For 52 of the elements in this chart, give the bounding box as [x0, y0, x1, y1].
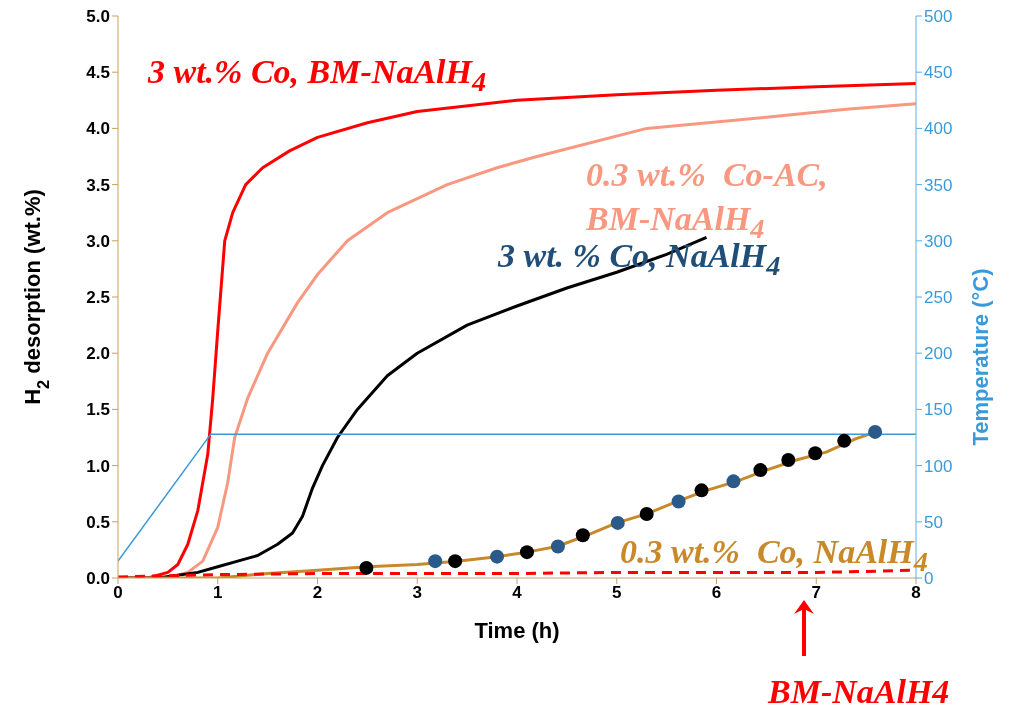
series-label: 3 wt.% Co, BM-NaAlH$_{4}$ — [148, 52, 487, 99]
point — [428, 554, 443, 569]
y-tick-label: 1.5 — [86, 400, 110, 420]
point — [753, 463, 768, 478]
point — [781, 452, 796, 467]
x-tick-label: 8 — [911, 583, 921, 603]
y-tick-label: 5.0 — [86, 7, 110, 27]
y-tick-label: 2.0 — [86, 344, 110, 364]
point — [519, 545, 534, 560]
y2-tick-label: 500 — [924, 7, 953, 27]
point — [575, 528, 590, 543]
point — [671, 494, 686, 509]
y-tick-label: 1.0 — [86, 456, 110, 476]
point — [726, 474, 741, 489]
y-tick-label: 2.5 — [86, 288, 110, 308]
x-tick-label: 0 — [113, 583, 123, 603]
y-tick-label: 3.5 — [86, 175, 110, 195]
y2-tick-label: 450 — [924, 63, 953, 83]
point — [868, 424, 883, 439]
y2-tick-label: 0 — [924, 569, 934, 589]
y2-tick-label: 400 — [924, 119, 953, 139]
y2-tick-label: 350 — [924, 175, 953, 195]
y2-tick-label: 300 — [924, 231, 953, 251]
y2-tick-label: 200 — [924, 344, 953, 364]
x-tick-label: 6 — [711, 583, 722, 603]
point — [639, 506, 654, 521]
point — [610, 515, 625, 530]
y-tick-label: 4.0 — [86, 119, 110, 139]
y-tick-label: 0.0 — [86, 569, 110, 589]
x-tick-label: 7 — [811, 583, 821, 603]
point — [550, 539, 565, 554]
x-tick-label: 1 — [213, 583, 223, 603]
x-axis-title: Time (h) — [474, 618, 560, 643]
x-tick-label: 4 — [512, 583, 523, 603]
y2-tick-label: 250 — [924, 288, 953, 308]
y2-tick-label: 150 — [924, 400, 953, 420]
point — [448, 554, 463, 569]
y-tick-label: 4.5 — [86, 63, 110, 83]
y2-tick-label: 50 — [924, 512, 943, 532]
point — [490, 549, 505, 564]
legend-label: BM-NaAlH4 — [768, 672, 950, 705]
x-tick-label: 5 — [612, 583, 622, 603]
y2-tick-label: 100 — [924, 456, 953, 476]
x-tick-label: 3 — [412, 583, 422, 603]
y-tick-label: 3.0 — [86, 231, 110, 251]
point — [808, 446, 823, 461]
y2-axis-title: Temperature (°C) — [968, 268, 993, 446]
y-tick-label: 0.5 — [86, 512, 110, 532]
point — [837, 433, 852, 448]
point — [359, 560, 374, 575]
x-tick-label: 2 — [312, 583, 323, 603]
point — [694, 483, 709, 498]
